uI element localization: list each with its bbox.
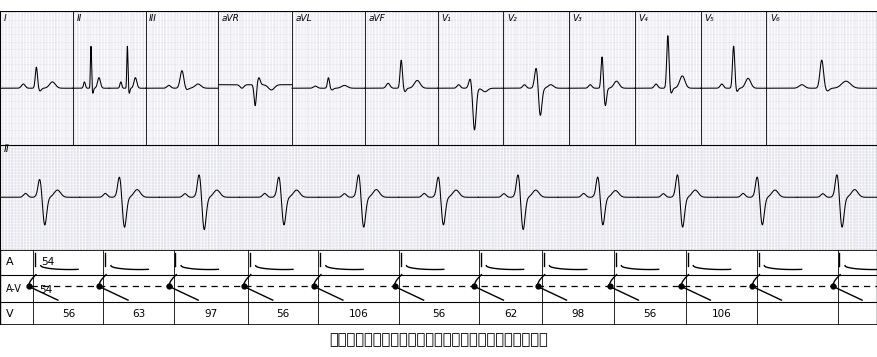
Text: 63: 63 <box>132 308 146 319</box>
Text: I: I <box>4 14 6 23</box>
Text: 97: 97 <box>204 308 217 319</box>
Text: 98: 98 <box>571 308 585 319</box>
Text: 56: 56 <box>432 308 446 319</box>
Text: aVL: aVL <box>296 14 312 23</box>
Text: 54: 54 <box>39 285 53 295</box>
Text: V: V <box>6 308 14 319</box>
Text: 加速的房性、房室交接性逸搏心律伴传导系统多水平阻滞: 加速的房性、房室交接性逸搏心律伴传导系统多水平阻滞 <box>329 332 548 347</box>
Text: V₅: V₅ <box>704 14 714 23</box>
Text: A-V: A-V <box>6 283 22 293</box>
Text: III: III <box>149 14 157 23</box>
Text: 106: 106 <box>349 308 368 319</box>
Text: 56: 56 <box>643 308 657 319</box>
Text: aVR: aVR <box>222 14 239 23</box>
Text: aVF: aVF <box>368 14 385 23</box>
Text: 54: 54 <box>41 257 55 267</box>
Text: 106: 106 <box>711 308 731 319</box>
Text: 56: 56 <box>276 308 290 319</box>
Text: V₆: V₆ <box>770 14 780 23</box>
Text: V₁: V₁ <box>441 14 451 23</box>
Text: V₄: V₄ <box>638 14 648 23</box>
Text: A: A <box>6 257 14 267</box>
Text: II: II <box>4 144 10 154</box>
Text: V₃: V₃ <box>573 14 582 23</box>
Text: 62: 62 <box>503 308 517 319</box>
Text: II: II <box>76 14 82 23</box>
Text: 56: 56 <box>61 308 75 319</box>
Text: V₂: V₂ <box>507 14 517 23</box>
